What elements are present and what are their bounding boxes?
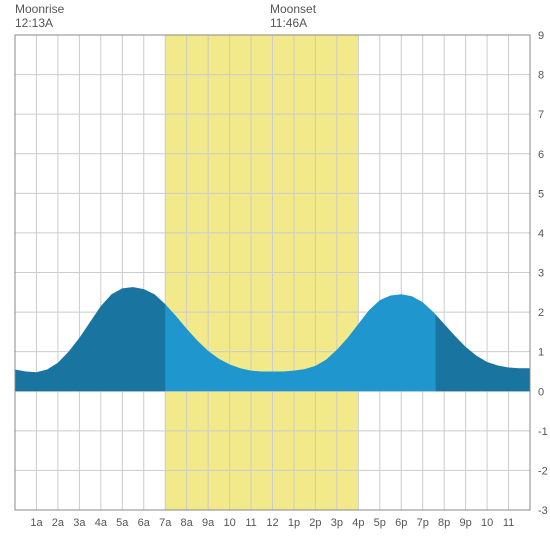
- x-tick-label: 11: [503, 517, 514, 529]
- y-tick-label: 8: [538, 70, 544, 82]
- y-tick-label: 3: [538, 268, 544, 280]
- x-tick-label: 11: [245, 517, 256, 529]
- x-tick-label: 1a: [30, 517, 43, 529]
- y-tick-label: 7: [538, 109, 544, 121]
- x-tick-label: 3p: [331, 517, 343, 529]
- x-tick-label: 8p: [438, 517, 450, 529]
- y-tick-label: -3: [538, 505, 548, 517]
- moonrise-label: Moonrise 12:13A: [15, 2, 64, 31]
- x-tick-label: 9a: [202, 517, 215, 529]
- x-tick-label: 12: [266, 517, 278, 529]
- y-tick-label: 4: [538, 228, 544, 240]
- y-tick-label: 6: [538, 149, 544, 161]
- y-tick-label: 1: [538, 347, 544, 359]
- x-tick-label: 5a: [116, 517, 129, 529]
- x-tick-label: 8a: [181, 517, 194, 529]
- x-tick-label: 7p: [417, 517, 429, 529]
- x-tick-label: 10: [223, 517, 235, 529]
- x-tick-label: 9p: [460, 517, 472, 529]
- x-tick-label: 1p: [288, 517, 300, 529]
- x-tick-label: 6a: [138, 517, 151, 529]
- moonset-time: 11:46A: [270, 16, 316, 30]
- y-tick-label: -1: [538, 426, 548, 438]
- y-tick-label: 0: [538, 386, 544, 398]
- moonset-title: Moonset: [270, 2, 316, 16]
- y-tick-label: 5: [538, 188, 544, 200]
- y-tick-label: -2: [538, 465, 548, 477]
- moonset-label: Moonset 11:46A: [270, 2, 316, 31]
- x-tick-label: 6p: [395, 517, 407, 529]
- x-tick-label: 7a: [159, 517, 172, 529]
- moonrise-title: Moonrise: [15, 2, 64, 16]
- y-tick-label: 2: [538, 307, 544, 319]
- x-tick-label: 3a: [73, 517, 86, 529]
- x-tick-label: 10: [481, 517, 493, 529]
- chart-svg: -3-2-101234567891a2a3a4a5a6a7a8a9a101112…: [0, 0, 550, 550]
- x-tick-label: 4a: [95, 517, 108, 529]
- moonrise-time: 12:13A: [15, 16, 64, 30]
- x-tick-label: 2p: [309, 517, 321, 529]
- x-tick-label: 5p: [374, 517, 386, 529]
- y-tick-label: 9: [538, 30, 544, 42]
- x-tick-label: 4p: [352, 517, 364, 529]
- tide-chart: Moonrise 12:13A Moonset 11:46A -3-2-1012…: [0, 0, 550, 550]
- x-tick-label: 2a: [52, 517, 65, 529]
